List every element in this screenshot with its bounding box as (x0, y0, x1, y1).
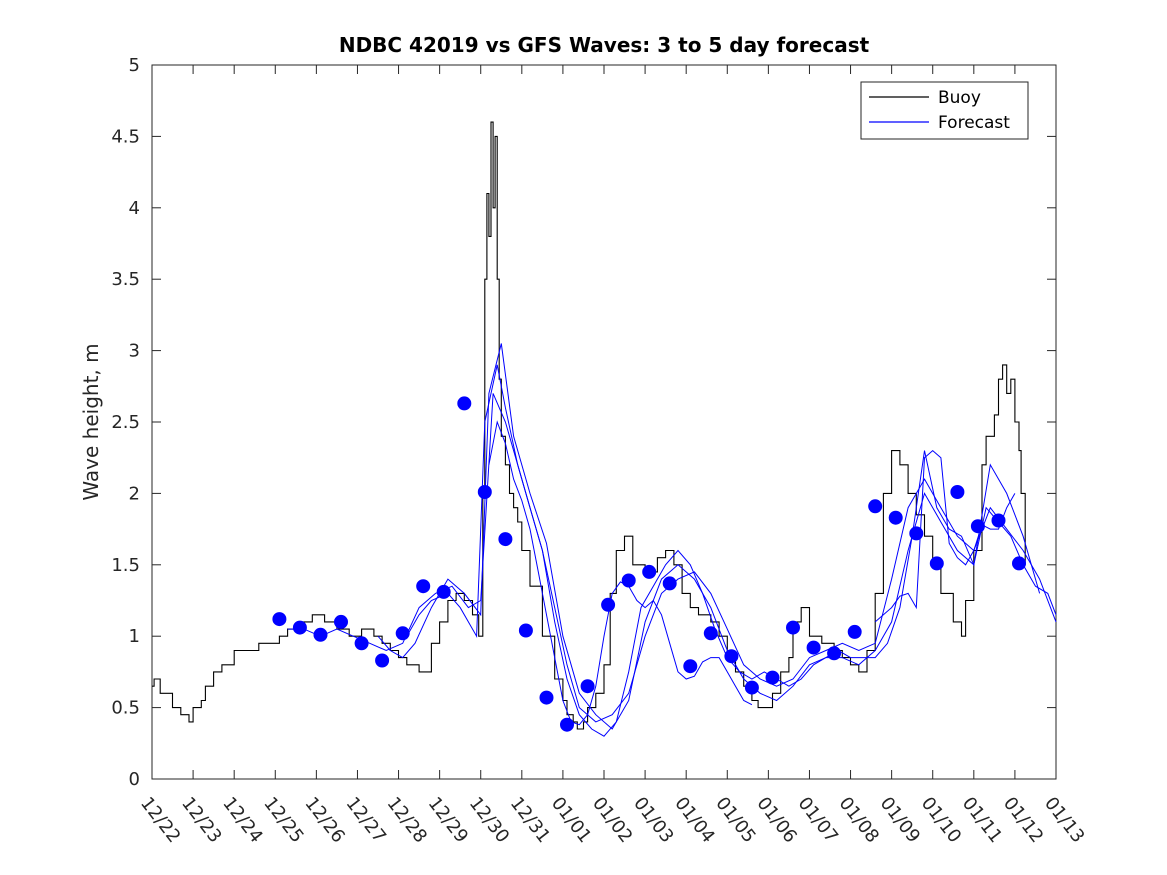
forecast-marker (888, 510, 903, 525)
forecast-series-line (406, 364, 1057, 723)
y-tick-label: 4.5 (111, 126, 140, 147)
forecast-marker (744, 680, 759, 695)
legend-label: Buoy (938, 88, 981, 108)
x-tick-label: 12/23 (177, 793, 225, 847)
y-tick-label: 5 (129, 55, 140, 76)
forecast-marker (334, 614, 348, 629)
forecast-marker (375, 653, 390, 668)
forecast-marker (991, 513, 1006, 528)
y-tick-label: 0.5 (111, 698, 140, 719)
forecast-marker (436, 584, 451, 599)
forecast-marker (621, 573, 636, 588)
x-tick-label: 01/13 (1040, 793, 1088, 847)
forecast-marker (498, 532, 513, 547)
x-tick-label: 12/25 (259, 793, 307, 847)
x-tick-label: 01/07 (794, 793, 842, 847)
forecast-marker (539, 690, 554, 705)
forecast-marker (950, 485, 965, 499)
forecast-marker (662, 576, 677, 591)
x-tick-label: 12/26 (300, 793, 348, 847)
y-tick-label: 1.5 (111, 555, 140, 576)
forecast-marker (868, 499, 883, 514)
forecast-marker (395, 626, 410, 641)
x-tick-label: 01/06 (752, 793, 800, 847)
legend: Buoy Forecast (860, 81, 1029, 140)
x-tick-label: 01/08 (835, 793, 883, 847)
forecast-marker (724, 649, 739, 664)
legend-box (860, 81, 1029, 140)
y-tick-label: 0 (129, 769, 140, 790)
forecast-marker (272, 612, 287, 627)
forecast-marker (765, 670, 780, 685)
forecast-marker (560, 717, 574, 732)
forecast-marker (909, 526, 924, 541)
plot-area: 00.511.522.533.544.5512/2212/2312/2412/2… (111, 55, 1088, 847)
y-tick-label: 4 (129, 198, 140, 219)
y-tick-label: 3 (129, 341, 140, 362)
forecast-marker (703, 626, 718, 641)
forecast-marker (601, 597, 616, 612)
x-tick-label: 01/05 (711, 793, 759, 847)
x-tick-label: 01/10 (917, 793, 965, 847)
x-tick-label: 01/01 (547, 793, 595, 847)
x-tick-label: 01/12 (999, 793, 1047, 847)
forecast-marker (580, 679, 595, 694)
y-tick-label: 3.5 (111, 269, 140, 290)
y-axis-label: Wave height, m (79, 343, 103, 500)
forecast-series-line (874, 449, 1016, 623)
forecast-marker (683, 659, 698, 674)
forecast-marker (970, 519, 985, 534)
x-tick-label: 12/30 (465, 793, 513, 847)
forecast-marker (827, 646, 842, 661)
forecast-marker (847, 624, 862, 639)
forecast-marker (457, 396, 472, 411)
forecast-marker (786, 620, 800, 635)
x-tick-label: 12/28 (383, 793, 431, 847)
forecast-series-line (287, 393, 1057, 737)
y-tick-label: 2 (129, 483, 140, 504)
forecast-marker (313, 627, 328, 642)
forecast-marker (477, 485, 492, 499)
x-tick-label: 12/31 (506, 793, 554, 847)
forecast-marker (416, 579, 431, 594)
x-tick-label: 01/03 (629, 793, 677, 847)
forecast-marker (292, 620, 307, 635)
x-tick-label: 12/27 (342, 793, 390, 847)
forecast-marker (354, 636, 369, 651)
forecast-marker (642, 564, 657, 579)
axes-box (151, 64, 1057, 780)
forecast-marker (806, 640, 821, 655)
forecast-marker (518, 623, 533, 638)
legend-label: Forecast (938, 113, 1010, 133)
x-tick-label: 01/02 (588, 793, 636, 847)
x-tick-label: 12/29 (424, 793, 472, 847)
x-tick-label: 12/22 (136, 793, 184, 847)
x-tick-label: 01/11 (958, 793, 1006, 847)
chart-title: NDBC 42019 vs GFS Waves: 3 to 5 day fore… (339, 33, 870, 57)
forecast-marker (929, 556, 944, 571)
forecast-series-line (377, 343, 1041, 730)
x-tick-label: 12/24 (218, 793, 266, 847)
forecast-marker (1012, 556, 1026, 571)
forecast-series-line (488, 420, 753, 726)
x-tick-label: 01/09 (876, 793, 924, 847)
x-tick-label: 01/04 (670, 793, 718, 847)
y-tick-label: 2.5 (111, 412, 140, 433)
y-tick-label: 1 (129, 626, 140, 647)
